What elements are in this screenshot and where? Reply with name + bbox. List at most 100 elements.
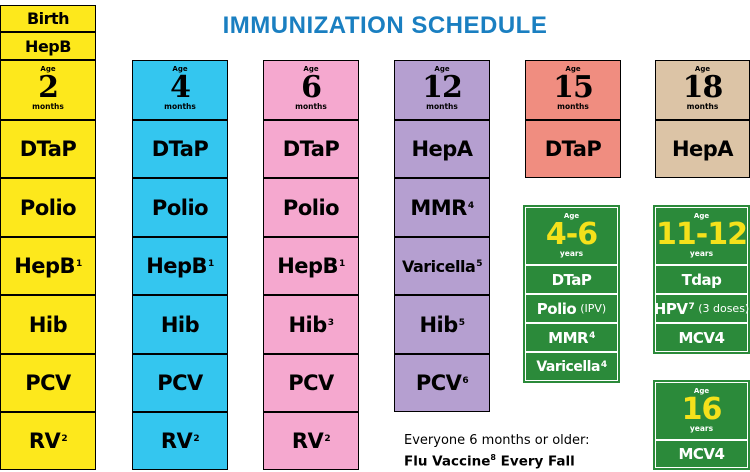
vaccine-cell: Polio bbox=[132, 178, 228, 237]
polio-note: (IPV) bbox=[580, 302, 607, 315]
age-unit: months bbox=[686, 102, 719, 111]
footnote-marker: 4 bbox=[600, 359, 607, 370]
age-label: Age bbox=[40, 65, 56, 73]
column-4-6-years: Age 4-6 years DTaP Polio (IPV) MMR 4 Varic… bbox=[525, 207, 618, 381]
birth-label-cell: Birth bbox=[0, 5, 96, 32]
vaccine-cell: DTaP bbox=[525, 120, 621, 178]
vaccine-cell: PCV bbox=[0, 354, 96, 412]
age-unit: months bbox=[295, 102, 327, 111]
vaccine-label: DTaP bbox=[19, 137, 77, 161]
vaccine-label: DTaP bbox=[151, 137, 209, 161]
vaccine-cell: RV 2 bbox=[263, 412, 359, 470]
column-11-12-years: Age 11-12 years Tdap HPV 7 (3 doses) MCV4 bbox=[654, 207, 750, 352]
footnote-marker: 4 bbox=[467, 200, 474, 211]
birth-hepb-cell: HepB bbox=[0, 32, 96, 60]
footnote-marker: 2 bbox=[61, 434, 68, 444]
vaccine-label: Polio bbox=[19, 195, 77, 220]
age-unit: months bbox=[557, 102, 589, 111]
vaccine-label: HepA bbox=[671, 137, 734, 161]
vaccine-cell: HepA bbox=[655, 120, 750, 178]
vaccine-cell: Polio bbox=[263, 178, 359, 237]
age-cell-4-6-years: Age 4-6 years bbox=[525, 207, 618, 265]
vaccine-label: DTaP bbox=[282, 137, 340, 161]
flu-note-line1: Everyone 6 months or older: bbox=[404, 433, 590, 448]
vaccine-label: RV bbox=[160, 429, 193, 453]
age-label: Age bbox=[694, 65, 711, 73]
footnote-marker: 8 bbox=[490, 453, 496, 462]
footnote-marker: 1 bbox=[339, 259, 345, 269]
vaccine-label: Polio bbox=[282, 195, 340, 220]
vaccine-label: Polio bbox=[151, 195, 209, 220]
age-label: Age bbox=[172, 65, 188, 73]
hpv-note: (3 doses) bbox=[698, 302, 750, 315]
age-number: 12 bbox=[422, 70, 463, 105]
vaccine-label: HepB bbox=[14, 254, 76, 278]
vaccine-cell: Hib bbox=[132, 295, 228, 354]
age-cell-4-months: Age 4 months bbox=[132, 60, 228, 120]
age-number: 2 bbox=[38, 70, 59, 105]
vaccine-cell: Hib 5 bbox=[394, 295, 490, 354]
vaccine-cell: MMR 4 bbox=[394, 178, 490, 237]
vaccine-label: MMR bbox=[410, 195, 467, 220]
vaccine-label: HepA bbox=[411, 137, 473, 161]
vaccine-cell: HepB 1 bbox=[132, 237, 228, 295]
vaccine-cell: DTaP bbox=[0, 120, 96, 178]
age-cell-15-months: Age 15 months bbox=[525, 60, 621, 120]
footnote-marker: 1 bbox=[208, 259, 214, 269]
vaccine-cell: HepA bbox=[394, 120, 490, 178]
vaccine-cell: Hib bbox=[0, 295, 96, 354]
age-cell-16-years: Age 16 years bbox=[655, 382, 748, 440]
age-unit: years bbox=[689, 424, 714, 433]
flu-vaccine-label: Flu Vaccine bbox=[404, 453, 491, 470]
footnote-marker: 2 bbox=[324, 434, 331, 444]
vaccine-label: PCV bbox=[415, 371, 462, 395]
vaccine-label: Hib bbox=[28, 312, 68, 337]
column-2-months: Birth HepB Age 2 months DTaP Polio HepB 1… bbox=[0, 0, 96, 472]
age-cell-11-12-years: Age 11-12 years bbox=[655, 207, 748, 265]
vaccine-cell: Varicella 4 bbox=[525, 352, 618, 381]
vaccine-cell: Polio bbox=[0, 178, 96, 237]
vaccine-cell: PCV bbox=[263, 354, 359, 412]
vaccine-label: MCV4 bbox=[678, 445, 725, 463]
column-16-years: Age 16 years MCV4 bbox=[655, 382, 748, 468]
vaccine-cell: DTaP bbox=[132, 120, 228, 178]
vaccine-cell: HepB 1 bbox=[263, 237, 359, 295]
vaccine-label: DTaP bbox=[551, 270, 592, 289]
column-12-months: Age 12 months HepA MMR 4 Varicella 5 Hib 5 … bbox=[394, 0, 490, 472]
vaccine-label: RV bbox=[291, 429, 324, 453]
age-label: Age bbox=[693, 387, 710, 395]
vaccine-label: Hib bbox=[419, 312, 458, 337]
footnote-marker: 3 bbox=[327, 317, 334, 328]
vaccine-label: PCV bbox=[288, 371, 334, 395]
vaccine-label: Hib bbox=[160, 312, 200, 337]
vaccine-label: Hib bbox=[288, 312, 327, 337]
age-unit: years bbox=[689, 249, 714, 258]
vaccine-cell: RV 2 bbox=[0, 412, 96, 470]
vaccine-cell: MCV4 bbox=[655, 323, 748, 352]
vaccine-cell: Varicella 5 bbox=[394, 237, 490, 295]
age-cell-18-months: Age 18 months bbox=[655, 60, 750, 120]
age-number: 6 bbox=[301, 70, 322, 105]
age-cell-12-months: Age 12 months bbox=[394, 60, 490, 120]
age-number: 4 bbox=[170, 70, 191, 105]
vaccine-label: Polio bbox=[536, 299, 577, 318]
page-title: IMMUNIZATION SCHEDULE bbox=[222, 12, 548, 39]
footnote-marker: 5 bbox=[458, 317, 465, 328]
age-label: Age bbox=[303, 65, 319, 73]
footnote-marker: 2 bbox=[193, 434, 200, 444]
vaccine-label: Varicella bbox=[401, 256, 476, 276]
age-unit: years bbox=[559, 249, 584, 258]
vaccine-label: PCV bbox=[25, 371, 71, 395]
vaccine-label: PCV bbox=[157, 371, 203, 395]
age-label: Age bbox=[563, 212, 580, 220]
footnote-marker: 7 bbox=[688, 301, 695, 312]
vaccine-cell: PCV 6 bbox=[394, 354, 490, 412]
flu-note-line2: Flu Vaccine8 Every Fall bbox=[404, 449, 590, 471]
vaccine-cell: HepB 1 bbox=[0, 237, 96, 295]
age-unit: months bbox=[426, 102, 458, 111]
flu-note: Everyone 6 months or older: Flu Vaccine8… bbox=[404, 432, 590, 471]
age-number: 11-12 bbox=[656, 217, 748, 252]
age-label: Age bbox=[434, 65, 450, 73]
age-number: 4-6 bbox=[545, 217, 598, 252]
footnote-marker: 1 bbox=[76, 259, 82, 269]
